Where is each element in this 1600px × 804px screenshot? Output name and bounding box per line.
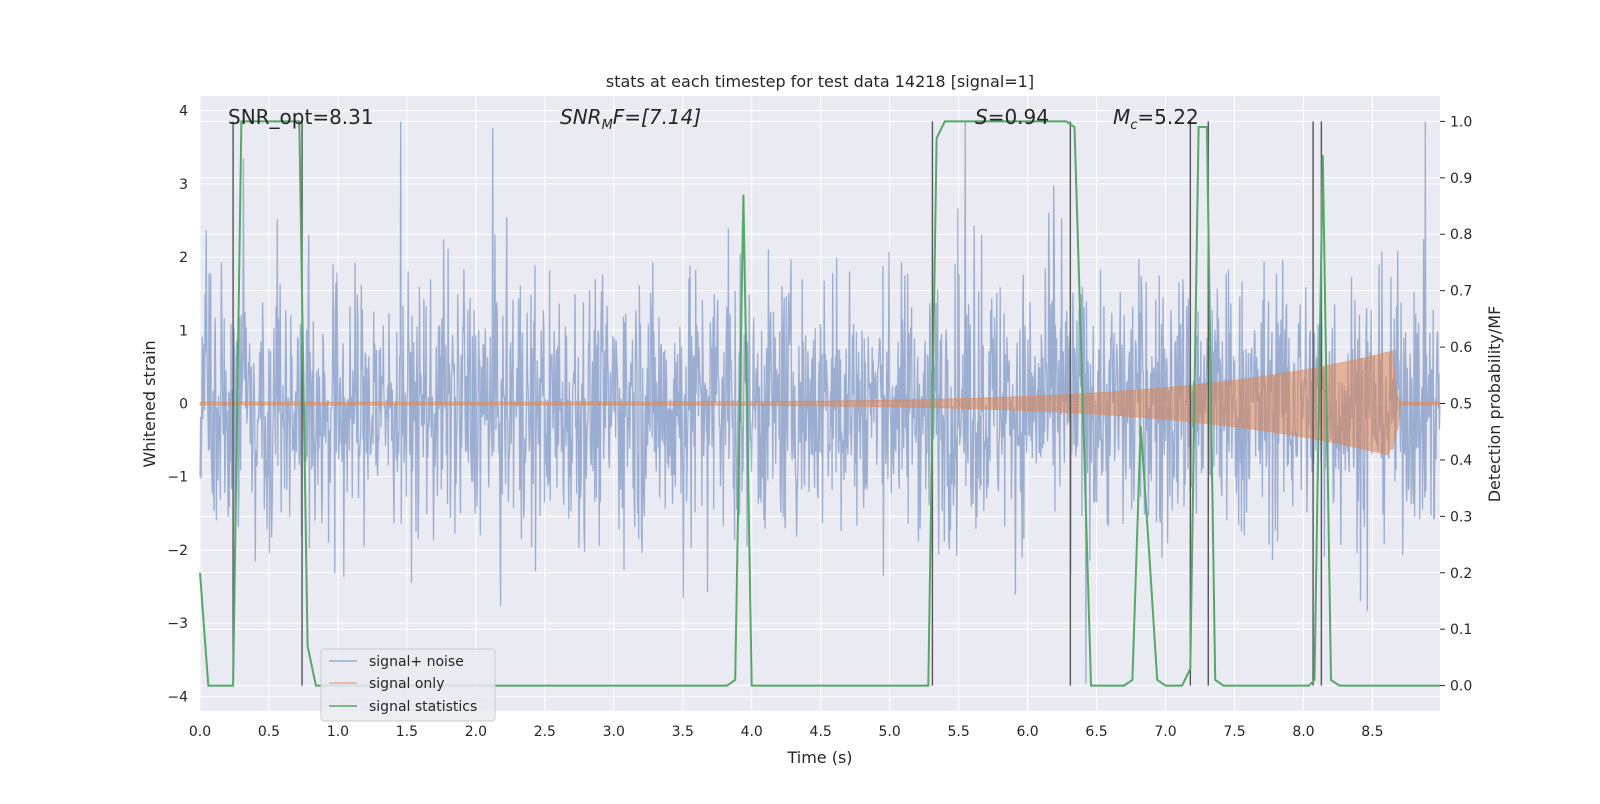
annotation-snr-mf-rest: F=[7.14] [613,105,701,129]
annotation-snr-mf-sub: M [602,118,613,133]
y-axis-label-right: Detection probability/MF [1485,306,1504,503]
signal-series-band [199,350,1441,456]
y-tick-label-7: 3 [179,177,188,193]
x-tick-label-5: 2.5 [534,724,556,740]
annotation-s: S=0.94 [975,105,1049,129]
x-tick-label-8: 4.0 [741,724,763,740]
y2-tick-label-10: 1.0 [1450,114,1472,130]
x-tick-label-1: 0.5 [258,724,280,740]
x-tick-label-11: 5.5 [947,724,969,740]
legend-box [320,648,496,722]
x-tick-label-9: 4.5 [810,724,832,740]
y-axis-left-ticks: −4 −3 −2 −1 0 1 2 3 4 [167,104,188,706]
legend-label-stats: signal statistics [369,699,477,715]
y2-tick-label-9: 0.9 [1450,171,1472,187]
annotation-mc-rest: =5.22 [1137,105,1198,129]
stats-series-line [199,120,1440,687]
y2-tick-label-0: 0.0 [1450,679,1472,695]
annotation-mc-main: M [1113,105,1130,129]
y2-tick-label-6: 0.6 [1450,340,1472,356]
y2-tick-label-8: 0.8 [1450,227,1472,243]
signal-layer [199,350,1441,456]
annotation-s-rest: =0.94 [988,105,1049,129]
x-tick-label-14: 7.0 [1154,724,1176,740]
x-tick-label-2: 1.0 [327,724,349,740]
x-tick-label-16: 8.0 [1292,724,1314,740]
stats-layer [199,120,1440,687]
x-tick-label-13: 6.5 [1085,724,1107,740]
y-tick-label-2: −2 [167,543,188,559]
x-tick-label-17: 8.5 [1361,724,1383,740]
x-axis-ticks: 0.0 0.5 1.0 1.5 2.0 2.5 3.0 3.5 4.0 4.5 5.0 5.5 6.0 6… [189,724,1384,740]
y-tick-label-8: 4 [179,104,188,120]
chart-title: stats at each timestep for test data 142… [606,72,1034,91]
x-tick-label-0: 0.0 [189,724,211,740]
x-tick-label-3: 1.5 [396,724,418,740]
annotation-snr-mf: SNRMF=[7.14] [560,105,701,133]
y-axis-label-left: Whitened strain [140,340,159,467]
x-tick-label-6: 3.0 [603,724,625,740]
x-tick-label-10: 5.0 [879,724,901,740]
y-tick-label-5: 1 [179,323,188,339]
y2-tick-label-5: 0.5 [1450,397,1472,413]
y2-tick-label-1: 0.1 [1450,622,1472,638]
y2-tick-label-2: 0.2 [1450,566,1472,582]
y-tick-label-1: −3 [167,616,188,632]
y-tick-label-0: −4 [167,689,188,705]
annotation-snr-opt: SNR_opt=8.31 [228,105,374,129]
legend-label-noise: signal+ noise [369,654,464,670]
y-tick-label-6: 2 [179,250,188,266]
legend-label-signal: signal only [369,676,444,692]
y-tick-label-3: −1 [167,470,188,486]
annotation-s-main: S [975,105,988,129]
x-tick-label-15: 7.5 [1223,724,1245,740]
legend: signal+ noise signal only signal statist… [320,648,496,722]
x-tick-label-7: 3.5 [672,724,694,740]
x-tick-label-4: 2.0 [465,724,487,740]
annotation-mc: Mc=5.22 [1113,105,1199,133]
annotation-mc-sub: c [1130,118,1137,133]
y2-tick-label-7: 0.7 [1450,284,1472,300]
annotation-snr-mf-main: SNR [560,105,602,129]
y-tick-label-4: 0 [179,397,188,413]
y-axis-right-ticks: 0.0 0.1 0.2 0.3 0.4 0.5 0.6 0.7 0.8 0.9 1.0 [1440,114,1472,695]
y2-tick-label-3: 0.3 [1450,509,1472,525]
x-tick-label-12: 6.0 [1016,724,1038,740]
y2-tick-label-4: 0.4 [1450,453,1472,469]
x-axis-label: Time (s) [786,748,852,767]
